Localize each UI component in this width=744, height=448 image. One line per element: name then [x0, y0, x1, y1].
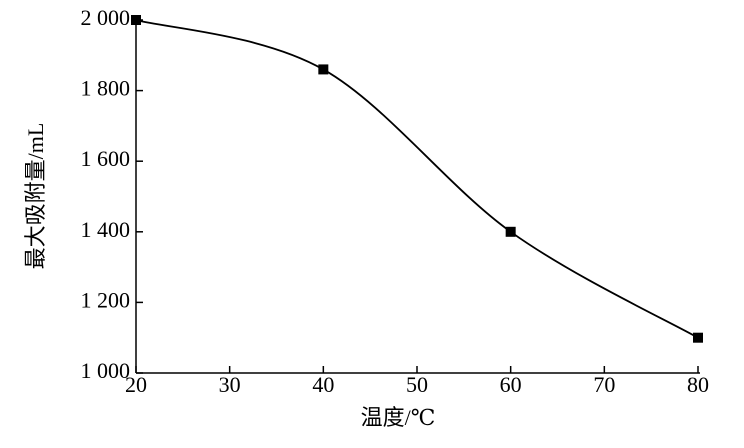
y-tick-label: 1 400 — [81, 217, 131, 242]
y-tick-label: 1 800 — [81, 76, 131, 101]
y-tick-label: 2 000 — [81, 5, 131, 30]
y-axis-label: 最大吸附量/mL — [23, 123, 48, 270]
marker — [318, 64, 329, 75]
line — [135, 19, 699, 339]
x-tick-label: 60 — [500, 372, 522, 397]
x-tick-label: 40 — [312, 372, 334, 397]
y-tick-label: 1 000 — [81, 358, 131, 383]
marker — [505, 226, 516, 237]
x-tick-label: 20 — [125, 372, 147, 397]
marker — [693, 332, 703, 343]
x-axis-label: 温度/℃ — [361, 405, 436, 430]
marker — [131, 15, 141, 25]
y-tick-label: 1 600 — [81, 146, 131, 171]
x-tick-label: 50 — [406, 372, 428, 397]
x-tick-label: 70 — [593, 372, 615, 397]
x-tick-label: 30 — [219, 372, 241, 397]
x-tick-label: 80 — [687, 372, 709, 397]
y-tick-label: 1 200 — [81, 287, 131, 312]
